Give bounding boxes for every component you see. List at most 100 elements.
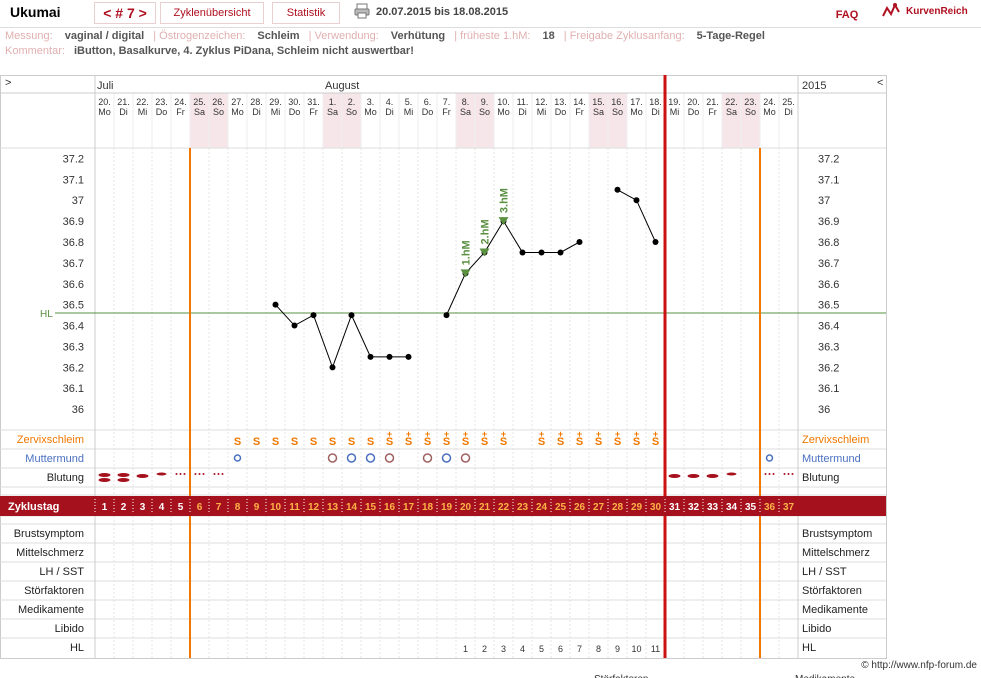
info-separator: | (451, 30, 461, 42)
chart-title: Ukumai (10, 2, 90, 24)
symptom-row-label-left: Medikamente (18, 604, 84, 616)
cycle-overview-link[interactable]: Zyklenübersicht (160, 2, 264, 24)
weekend-shade (589, 93, 608, 148)
day-weekday: Mo (231, 107, 244, 117)
y-tick-right: 36.6 (818, 279, 839, 291)
symptom-row-label-left: HL (70, 642, 84, 654)
printer-icon[interactable] (351, 2, 373, 24)
y-tick-left: 37.1 (63, 174, 84, 186)
symptom-row-label-right: LH / SST (802, 566, 847, 578)
mucus-plus: + (482, 429, 487, 439)
mucus-plus: + (577, 429, 582, 439)
mucus-symbol: S (348, 436, 355, 448)
mucus-symbol: S (310, 436, 317, 448)
cycle-day-number: 15 (365, 502, 377, 513)
hl-count: 5 (539, 644, 544, 654)
day-weekday: Mi (537, 107, 547, 117)
cycle-day-number: 8 (235, 502, 241, 513)
info-label: Messung: (5, 30, 53, 42)
footer-label-right: Medikamente (795, 674, 855, 678)
y-tick-left: 36.3 (63, 341, 84, 353)
faq-link[interactable]: FAQ (830, 5, 864, 27)
day-date: 12. (535, 97, 548, 107)
day-weekday: Di (119, 107, 128, 117)
day-weekday: Di (252, 107, 261, 117)
day-date: 27. (231, 97, 244, 107)
day-weekday: So (346, 107, 357, 117)
day-date: 30. (288, 97, 301, 107)
info-value: Verhütung (390, 30, 446, 42)
mucus-symbol: S (405, 436, 412, 448)
mucus-symbol: S (538, 436, 545, 448)
cycle-day-number: 9 (254, 502, 260, 513)
day-date: 21. (117, 97, 130, 107)
y-tick-right: 36.2 (818, 362, 839, 374)
cycle-navigator[interactable]: < # 7 > (94, 2, 156, 24)
mucus-row-label-left: Zervixschleim (17, 434, 84, 446)
weekend-shade (456, 93, 475, 148)
day-weekday: Mo (630, 107, 643, 117)
day-date: 15. (592, 97, 605, 107)
y-tick-left: 37.2 (63, 153, 84, 165)
day-date: 13. (554, 97, 567, 107)
day-weekday: Fr (309, 107, 318, 117)
cycle-day-label: Zyklustag (8, 501, 59, 513)
cervix-row-label-right: Muttermund (802, 453, 861, 465)
bleeding-symbol (668, 474, 681, 478)
day-date: 2. (348, 97, 356, 107)
cycle-day-number: 4 (159, 502, 165, 513)
day-weekday: Di (518, 107, 527, 117)
day-date: 26. (212, 97, 225, 107)
mucus-plus: + (653, 429, 658, 439)
y-tick-left: 36.4 (63, 321, 84, 333)
copyright: © http://www.nfp-forum.de (861, 660, 977, 671)
y-tick-right: 36.5 (818, 300, 839, 312)
y-tick-right: 36.3 (818, 341, 839, 353)
cycle-day-number: 25 (555, 502, 567, 513)
bleeding-symbol (726, 472, 737, 476)
cervix-symbol (765, 454, 774, 462)
day-weekday: Fr (442, 107, 451, 117)
weekend-shade (608, 93, 627, 148)
cervix-symbol (327, 453, 338, 463)
weekend-shade (209, 93, 228, 148)
day-weekday: Fr (708, 107, 717, 117)
day-weekday: Do (688, 107, 700, 117)
y-tick-left: 36.2 (63, 362, 84, 374)
cycle-settings: Messung: vaginal / digital | Östrogenzeic… (5, 29, 771, 44)
day-date: 28. (250, 97, 263, 107)
day-date: 29. (269, 97, 282, 107)
cervix-symbol (441, 453, 452, 463)
mucus-symbol: S (500, 436, 507, 448)
cycle-day-number: 31 (669, 502, 681, 513)
mucus-plus: + (387, 429, 392, 439)
cycle-day-number: 32 (688, 502, 700, 513)
day-date: 10. (497, 97, 510, 107)
year-label: 2015 (802, 80, 826, 92)
mucus-plus: + (425, 429, 430, 439)
cycle-day-number: 37 (783, 502, 795, 513)
symptom-row-label-right: HL (802, 642, 816, 654)
day-date: 6. (424, 97, 432, 107)
hl-count: 2 (482, 644, 487, 654)
day-date: 24. (174, 97, 187, 107)
bleeding-spot (221, 473, 224, 475)
hl-count: 9 (615, 644, 620, 654)
y-tick-left: 36.1 (63, 383, 84, 395)
mucus-row-label-right: Zervixschleim (802, 434, 869, 446)
statistics-link[interactable]: Statistik (272, 2, 340, 24)
cycle-day-number: 11 (289, 502, 300, 513)
month-label: August (325, 80, 359, 92)
temperature-point (348, 312, 355, 319)
day-weekday: So (479, 107, 490, 117)
day-date: 14. (573, 97, 586, 107)
day-weekday: Mo (364, 107, 377, 117)
hl-count: 8 (596, 644, 601, 654)
cycle-day-number: 5 (178, 502, 184, 513)
y-tick-right: 36.9 (818, 216, 839, 228)
temperature-line (275, 304, 409, 369)
mucus-symbol: S (272, 436, 279, 448)
high-marker-label: 1.hM (461, 240, 473, 265)
mucus-symbol: S (291, 436, 298, 448)
temperature-point (310, 312, 317, 319)
